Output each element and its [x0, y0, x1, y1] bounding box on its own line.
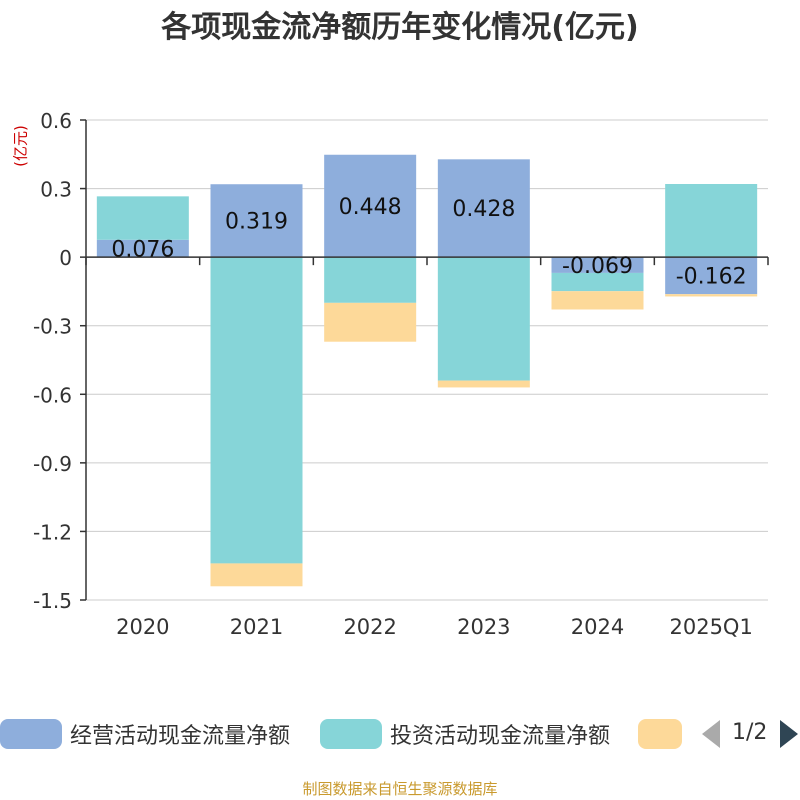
legend-swatch-operating — [0, 719, 62, 749]
data-label: 0.448 — [339, 195, 402, 220]
bar-series-1-2020 — [96, 196, 189, 240]
x-tick-label: 2025Q1 — [669, 615, 752, 639]
y-tick-label: -0.9 — [33, 452, 72, 476]
y-tick-label: -0.3 — [33, 315, 72, 339]
bar-series-0-2024 — [551, 257, 644, 273]
bar-series-2-2024 — [551, 291, 644, 310]
x-tick-label: 2023 — [457, 615, 510, 639]
bar-series-2-2021 — [210, 563, 303, 587]
bar-series-2-2023 — [437, 380, 530, 388]
x-tick-label: 2024 — [571, 615, 624, 639]
chart-title: 各项现金流净额历年变化情况(亿元) — [161, 10, 639, 45]
legend-label-operating: 经营活动现金流量净额 — [70, 724, 291, 749]
legend-swatch-financing — [638, 719, 682, 749]
y-tick-label: -1.5 — [33, 589, 72, 613]
data-label: 0.428 — [452, 197, 515, 222]
bar-series-2-2022 — [324, 302, 417, 342]
bar-series-0-2025Q1 — [665, 257, 758, 295]
legend-page-indicator: 1/2 — [732, 720, 768, 745]
legend-label-investing: 投资活动现金流量净额 — [390, 724, 611, 749]
x-tick-label: 2022 — [343, 615, 396, 639]
bar-series-1-2023 — [437, 257, 530, 381]
bar-series-0-2022 — [324, 154, 417, 258]
bar-series-1-2021 — [210, 257, 303, 564]
bar-series-1-2024 — [551, 272, 644, 292]
data-label: 0.319 — [225, 210, 288, 235]
bar-chart: 0.6 0.3 0 -0.3 -0.6 -0.9 -1.2 -1.5 2020 2021 2022 2… — [33, 109, 769, 639]
data-label: -0.162 — [676, 265, 747, 290]
data-labels: 0.076 0.319 0.448 0.428 -0.069 -0.162 — [111, 195, 746, 290]
y-tick-label: -0.6 — [33, 383, 72, 407]
bar-series-1-2025Q1 — [665, 184, 758, 258]
legend-swatch-investing — [320, 719, 382, 749]
bars — [96, 154, 758, 587]
y-tick-label: 0.3 — [40, 178, 72, 202]
bar-series-0-2023 — [437, 159, 530, 258]
bar-series-1-2022 — [324, 257, 417, 303]
bar-series-0-2021 — [210, 184, 303, 258]
x-tick-label: 2020 — [116, 615, 169, 639]
legend-prev-arrow-icon[interactable] — [702, 720, 720, 748]
data-label: -0.069 — [562, 254, 633, 279]
axes: 0.6 0.3 0 -0.3 -0.6 -0.9 -1.2 -1.5 2020 2021 2022 2… — [33, 109, 769, 639]
bar-series-2-2025Q1 — [665, 294, 758, 297]
y-tick-label: 0.6 — [40, 109, 72, 133]
legend-pager: 1/2 — [700, 716, 800, 752]
data-label: 0.076 — [111, 237, 174, 262]
x-tick-label: 2021 — [230, 615, 283, 639]
legend-next-arrow-icon[interactable] — [780, 720, 798, 748]
y-tick-label: -1.2 — [33, 520, 72, 544]
y-tick-label: 0 — [59, 246, 72, 270]
bar-series-0-2020 — [96, 239, 189, 258]
data-source-note: 制图数据来自恒生聚源数据库 — [302, 780, 498, 798]
